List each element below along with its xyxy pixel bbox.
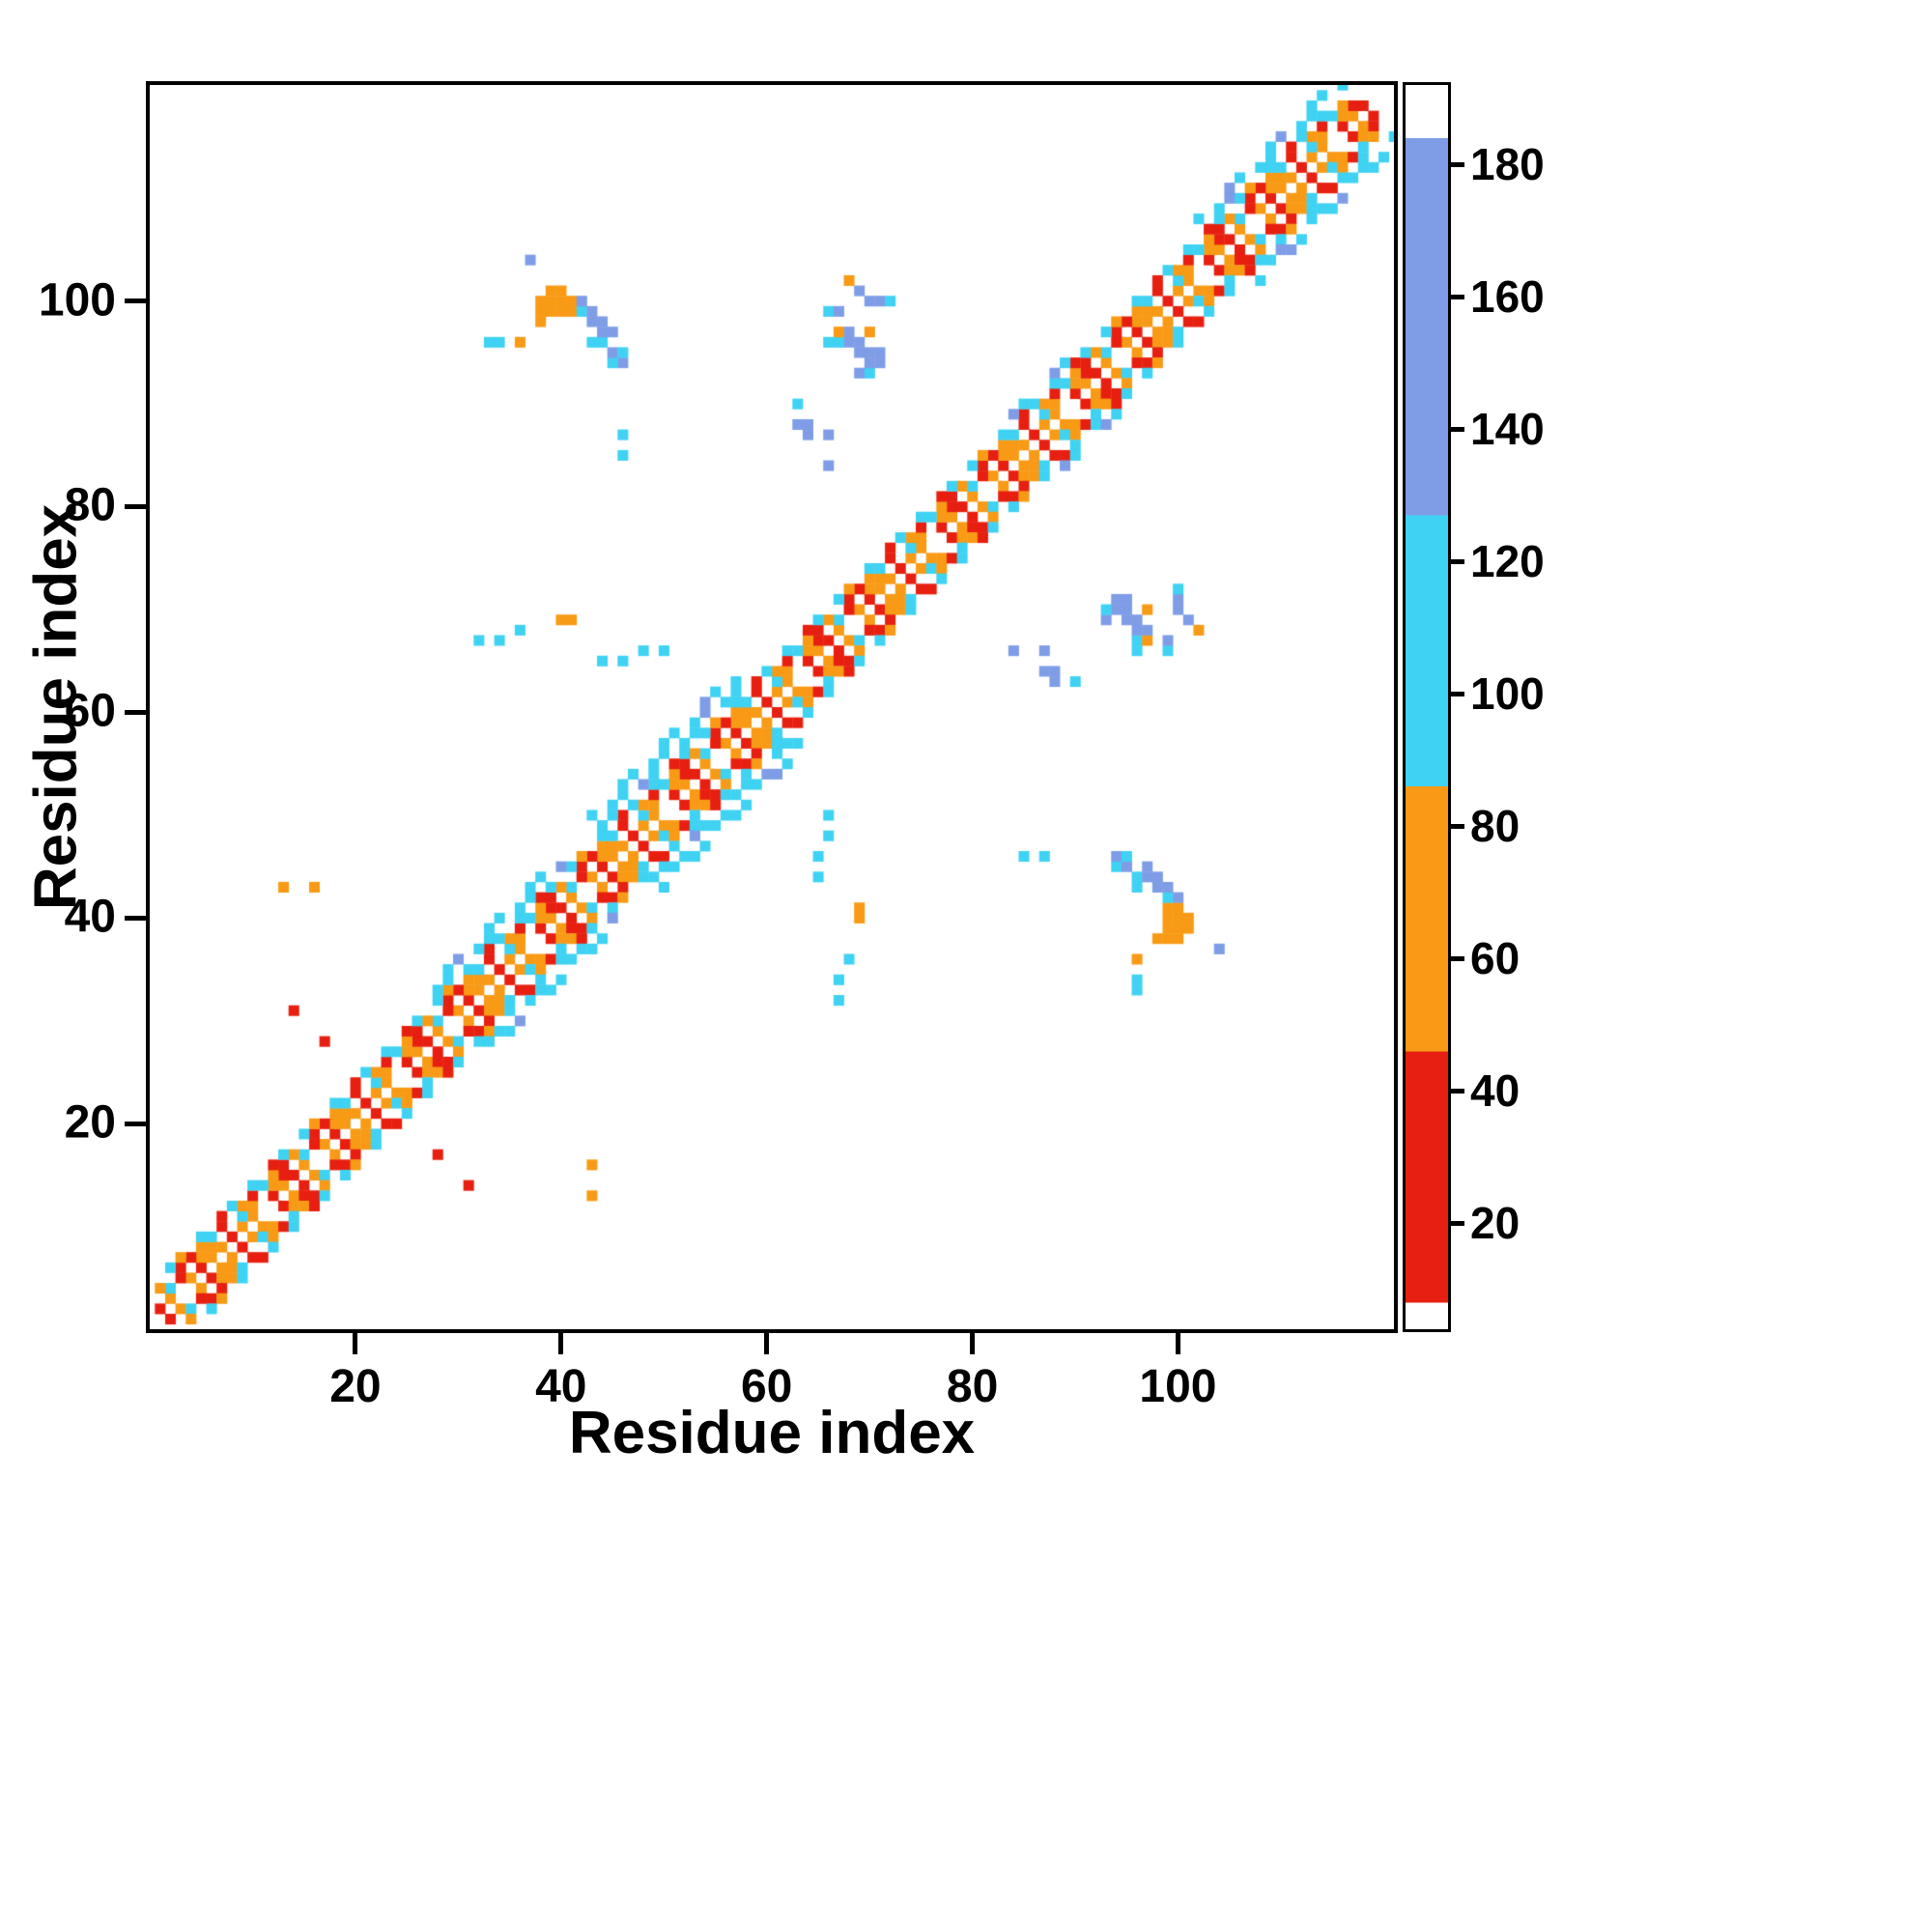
colorbar (1403, 82, 1451, 1332)
y-tick-label: 60 (64, 685, 116, 737)
y-tick-label: 40 (64, 891, 116, 943)
colorbar-tick-label: 20 (1470, 1198, 1520, 1249)
y-axis-label: Residue index (22, 503, 90, 911)
colorbar-tick-mark (1451, 1088, 1464, 1094)
colorbar-tick-mark (1451, 955, 1464, 961)
y-tick-label: 100 (38, 274, 116, 327)
colorbar-tick-mark (1451, 558, 1464, 564)
x-tick-label: 40 (535, 1361, 587, 1412)
x-tick-mark (353, 1333, 358, 1354)
x-tick-label: 60 (740, 1361, 793, 1412)
x-tick-label: 80 (946, 1361, 999, 1412)
colorbar-tick-mark (1451, 426, 1464, 432)
colorbar-tick-label: 80 (1470, 801, 1520, 852)
colorbar-tick-label: 180 (1470, 139, 1545, 190)
colorbar-tick-label: 140 (1470, 404, 1545, 455)
x-tick-label: 20 (329, 1361, 382, 1412)
y-tick-mark (125, 298, 146, 304)
y-tick-mark (125, 503, 146, 509)
heatmap-canvas (150, 85, 1394, 1329)
y-tick-label: 80 (64, 480, 116, 532)
x-tick-mark (1175, 1333, 1180, 1354)
x-tick-mark (764, 1333, 770, 1354)
y-tick-mark (125, 709, 146, 715)
colorbar-tick-mark (1451, 823, 1464, 829)
colorbar-tick-label: 40 (1470, 1065, 1520, 1117)
y-tick-mark (125, 1121, 146, 1126)
colorbar-tick-mark (1451, 161, 1464, 167)
colorbar-tick-label: 160 (1470, 271, 1545, 323)
x-axis-label: Residue index (568, 1400, 976, 1466)
x-tick-mark (970, 1333, 976, 1354)
colorbar-tick-mark (1451, 1220, 1464, 1226)
colorbar-tick-label: 120 (1470, 536, 1545, 587)
colorbar-tick-mark (1451, 294, 1464, 299)
x-tick-label: 100 (1139, 1361, 1217, 1412)
y-tick-mark (125, 915, 146, 921)
y-tick-label: 20 (64, 1096, 116, 1149)
heatmap-plot-area (146, 81, 1398, 1333)
colorbar-tick-label: 100 (1470, 668, 1545, 720)
colorbar-tick-label: 60 (1470, 933, 1520, 984)
x-tick-mark (558, 1333, 564, 1354)
colorbar-tick-mark (1451, 691, 1464, 696)
